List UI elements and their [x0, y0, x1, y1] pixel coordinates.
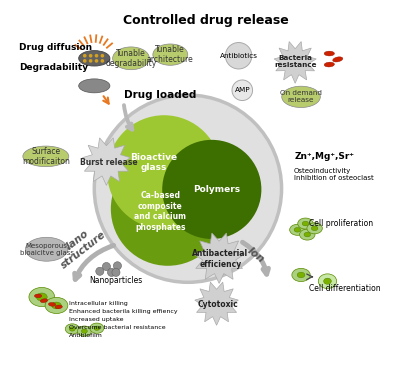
Text: Cell differentiation: Cell differentiation [309, 284, 381, 293]
Text: Nanoparticles: Nanoparticles [90, 276, 143, 285]
Ellipse shape [79, 79, 110, 93]
Ellipse shape [23, 146, 69, 166]
Text: Mesoporous
bioaicitve glass: Mesoporous bioaicitve glass [20, 243, 74, 256]
Ellipse shape [297, 272, 305, 278]
Text: Increased uptake: Increased uptake [68, 317, 123, 322]
Circle shape [100, 59, 104, 63]
Ellipse shape [65, 324, 79, 334]
Ellipse shape [34, 294, 42, 298]
Ellipse shape [94, 326, 100, 330]
Text: Intracellular killing: Intracellular killing [68, 301, 127, 306]
Circle shape [102, 262, 110, 270]
Text: Overcome bacterial resistance: Overcome bacterial resistance [68, 325, 165, 330]
Ellipse shape [324, 278, 331, 284]
Ellipse shape [324, 62, 334, 67]
Ellipse shape [294, 228, 301, 232]
Text: On demand
release: On demand release [280, 90, 322, 103]
Ellipse shape [153, 44, 188, 65]
Text: Zn⁺,Mg⁺,Sr⁺: Zn⁺,Mg⁺,Sr⁺ [294, 152, 354, 161]
Text: Ca-based
composite
and calcium
phosphates: Ca-based composite and calcium phosphate… [134, 191, 186, 232]
Ellipse shape [29, 287, 55, 307]
Text: Drug loaded: Drug loaded [124, 90, 196, 100]
Circle shape [162, 140, 261, 239]
Ellipse shape [69, 327, 75, 331]
Text: Antibiotics: Antibiotics [220, 53, 258, 59]
Text: Drug diffusion: Drug diffusion [19, 43, 92, 52]
Ellipse shape [52, 302, 61, 309]
Ellipse shape [311, 226, 318, 231]
Circle shape [94, 95, 282, 282]
Text: Osteoinductivity
Inhibition of osteoclast: Osteoinductivity Inhibition of osteoclas… [294, 168, 374, 181]
Circle shape [83, 54, 86, 58]
Text: Enhanced bacterila killing effiency: Enhanced bacterila killing effiency [68, 309, 177, 314]
Text: Nano
structure: Nano structure [52, 221, 108, 271]
Ellipse shape [48, 303, 56, 306]
Ellipse shape [298, 218, 313, 229]
Text: Antibiofilm: Antibiofilm [68, 333, 102, 338]
Circle shape [107, 115, 221, 229]
Text: Bacteria
resistance: Bacteria resistance [274, 56, 316, 68]
Circle shape [232, 80, 252, 101]
Circle shape [108, 268, 116, 276]
Text: AMP: AMP [234, 87, 250, 93]
Ellipse shape [26, 237, 68, 261]
Ellipse shape [90, 323, 104, 333]
Text: Degradability: Degradability [19, 63, 88, 72]
Circle shape [113, 262, 122, 270]
Ellipse shape [282, 86, 320, 108]
Ellipse shape [290, 224, 305, 235]
Circle shape [89, 59, 92, 63]
Ellipse shape [307, 223, 322, 234]
Text: Polymers: Polymers [193, 185, 240, 194]
Text: Cytotoxic: Cytotoxic [198, 300, 238, 309]
Ellipse shape [302, 221, 309, 226]
Ellipse shape [82, 329, 87, 333]
Text: Surface
modificaiton: Surface modificaiton [22, 147, 70, 166]
Text: Controlled drug release: Controlled drug release [124, 14, 289, 27]
Circle shape [96, 267, 104, 275]
Circle shape [111, 152, 225, 266]
Ellipse shape [36, 293, 47, 301]
Circle shape [95, 54, 98, 58]
Circle shape [83, 59, 86, 63]
Circle shape [89, 54, 92, 58]
Ellipse shape [300, 229, 315, 240]
Ellipse shape [55, 305, 62, 309]
Ellipse shape [304, 232, 310, 237]
Text: Burst release: Burst release [80, 158, 138, 167]
Circle shape [100, 54, 104, 58]
Text: Bioactive
glass: Bioactive glass [130, 152, 178, 172]
Text: Tunable
architecture: Tunable architecture [147, 45, 194, 64]
Circle shape [95, 59, 98, 63]
Ellipse shape [324, 51, 334, 56]
Text: Antibacterial
efficiency: Antibacterial efficiency [192, 249, 248, 269]
Ellipse shape [318, 274, 337, 289]
Ellipse shape [40, 299, 48, 303]
Polygon shape [274, 41, 316, 83]
Polygon shape [195, 282, 238, 325]
Text: Tunable
degradability: Tunable degradability [105, 48, 157, 68]
Ellipse shape [292, 268, 310, 282]
Ellipse shape [79, 51, 110, 66]
Circle shape [112, 268, 120, 276]
Text: Cell proliferation: Cell proliferation [309, 219, 373, 228]
Polygon shape [194, 233, 244, 283]
Ellipse shape [45, 297, 68, 313]
Ellipse shape [333, 57, 343, 62]
Text: Ion: Ion [246, 246, 266, 265]
Circle shape [225, 43, 252, 69]
Ellipse shape [113, 47, 149, 70]
Polygon shape [82, 138, 130, 185]
Ellipse shape [78, 326, 91, 336]
